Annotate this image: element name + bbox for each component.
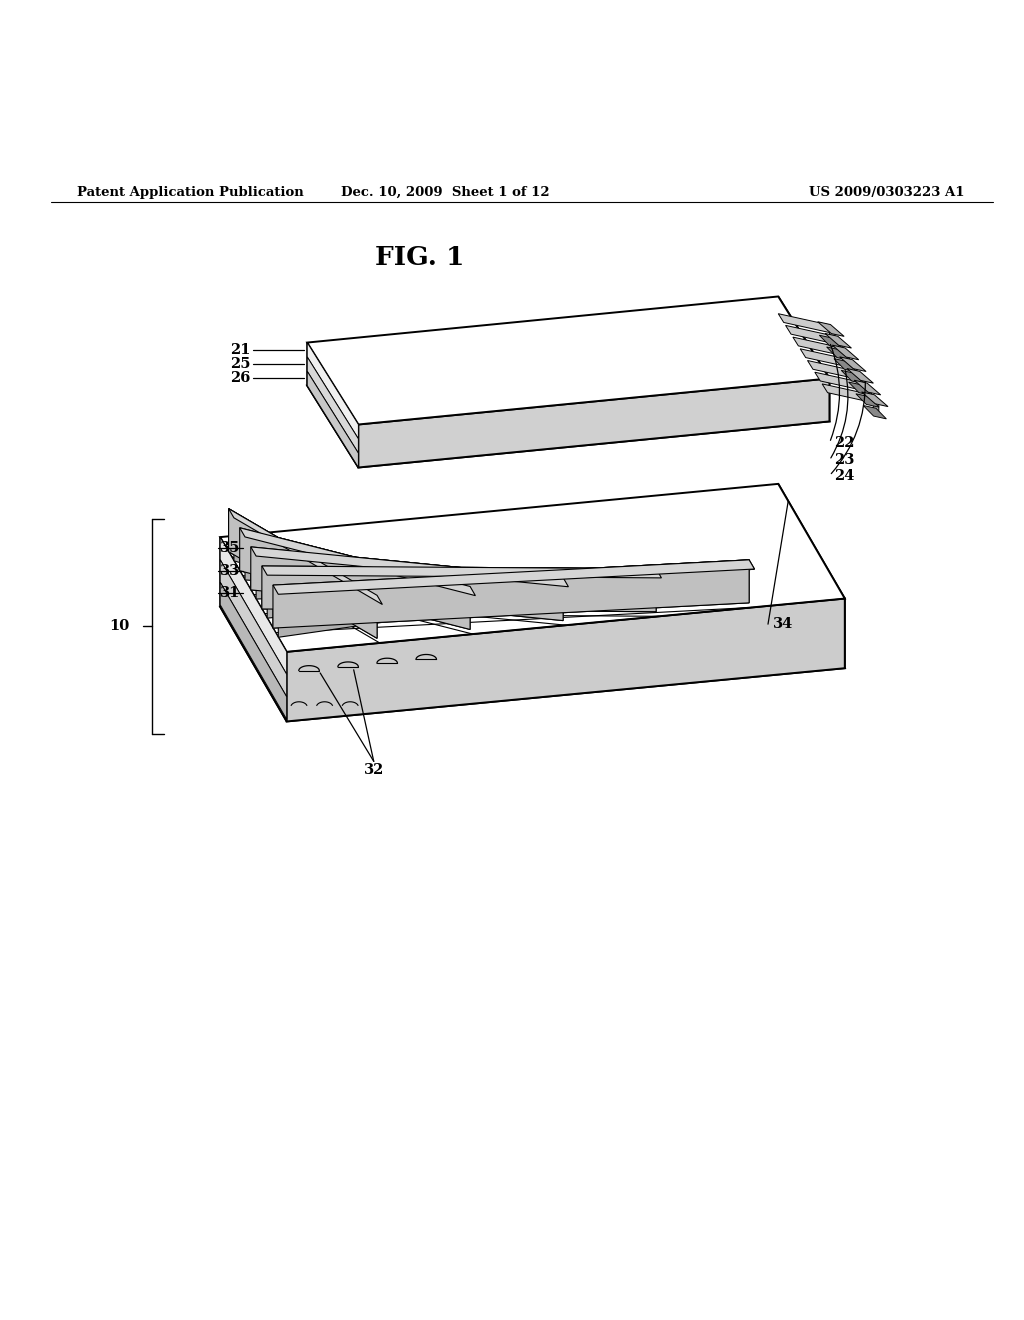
Polygon shape: [866, 384, 871, 405]
Polygon shape: [228, 508, 377, 639]
Polygon shape: [856, 393, 879, 407]
Polygon shape: [220, 553, 845, 722]
Polygon shape: [778, 314, 835, 334]
Polygon shape: [220, 582, 287, 719]
Polygon shape: [851, 360, 857, 381]
Polygon shape: [307, 343, 358, 438]
Polygon shape: [847, 368, 873, 383]
Polygon shape: [793, 337, 850, 358]
Polygon shape: [844, 348, 850, 370]
Polygon shape: [233, 517, 382, 605]
Polygon shape: [785, 326, 842, 346]
Polygon shape: [778, 484, 845, 668]
Polygon shape: [251, 546, 568, 587]
Polygon shape: [279, 569, 755, 638]
Polygon shape: [837, 337, 842, 358]
Polygon shape: [307, 343, 358, 467]
Polygon shape: [834, 359, 857, 372]
Polygon shape: [287, 598, 845, 722]
Text: 24: 24: [835, 469, 855, 483]
Polygon shape: [307, 371, 358, 467]
Text: Dec. 10, 2009  Sheet 1 of 12: Dec. 10, 2009 Sheet 1 of 12: [341, 186, 550, 198]
Polygon shape: [863, 405, 887, 418]
Polygon shape: [251, 546, 563, 620]
Polygon shape: [228, 508, 382, 605]
Polygon shape: [240, 528, 470, 630]
Polygon shape: [833, 345, 859, 360]
Polygon shape: [267, 576, 662, 618]
Polygon shape: [800, 348, 857, 368]
Polygon shape: [220, 537, 287, 722]
Polygon shape: [240, 528, 470, 630]
Polygon shape: [240, 528, 475, 595]
Polygon shape: [228, 508, 382, 605]
Polygon shape: [262, 566, 656, 611]
Text: Patent Application Publication: Patent Application Publication: [77, 186, 303, 198]
Polygon shape: [840, 356, 866, 371]
Polygon shape: [220, 537, 287, 675]
Polygon shape: [859, 372, 864, 393]
Polygon shape: [262, 566, 662, 578]
Polygon shape: [273, 560, 755, 594]
Polygon shape: [358, 379, 829, 467]
Text: 23: 23: [835, 453, 855, 467]
Polygon shape: [220, 484, 845, 652]
Polygon shape: [822, 384, 879, 404]
Polygon shape: [778, 297, 829, 421]
Text: 35: 35: [220, 541, 241, 556]
Polygon shape: [849, 381, 871, 396]
Polygon shape: [262, 566, 656, 611]
Text: 33: 33: [220, 564, 241, 578]
Polygon shape: [808, 360, 864, 380]
Polygon shape: [262, 566, 662, 578]
Text: 31: 31: [220, 586, 241, 601]
Polygon shape: [307, 356, 358, 453]
Text: 21: 21: [230, 343, 251, 356]
Polygon shape: [817, 322, 844, 337]
Polygon shape: [829, 325, 835, 347]
Polygon shape: [240, 528, 475, 595]
Polygon shape: [256, 556, 568, 599]
Text: 22: 22: [835, 436, 855, 450]
Polygon shape: [251, 546, 568, 587]
Polygon shape: [861, 392, 888, 407]
Polygon shape: [307, 339, 829, 467]
Polygon shape: [826, 347, 850, 360]
Polygon shape: [273, 560, 755, 594]
Text: 34: 34: [773, 618, 794, 631]
Text: FIG. 1: FIG. 1: [375, 246, 465, 271]
Text: 10: 10: [109, 619, 129, 634]
Polygon shape: [307, 297, 829, 425]
Polygon shape: [815, 372, 871, 392]
Text: 25: 25: [230, 358, 251, 371]
Text: US 2009/0303223 A1: US 2009/0303223 A1: [809, 186, 965, 198]
Text: 26: 26: [230, 371, 251, 385]
Text: 32: 32: [364, 763, 384, 776]
Polygon shape: [825, 334, 851, 348]
Polygon shape: [228, 508, 377, 639]
Polygon shape: [273, 560, 750, 628]
Polygon shape: [873, 395, 879, 417]
Polygon shape: [273, 560, 750, 628]
Polygon shape: [251, 546, 563, 620]
Polygon shape: [220, 560, 287, 697]
Polygon shape: [245, 537, 475, 595]
Polygon shape: [842, 371, 864, 384]
Polygon shape: [819, 335, 843, 348]
Polygon shape: [854, 380, 881, 395]
